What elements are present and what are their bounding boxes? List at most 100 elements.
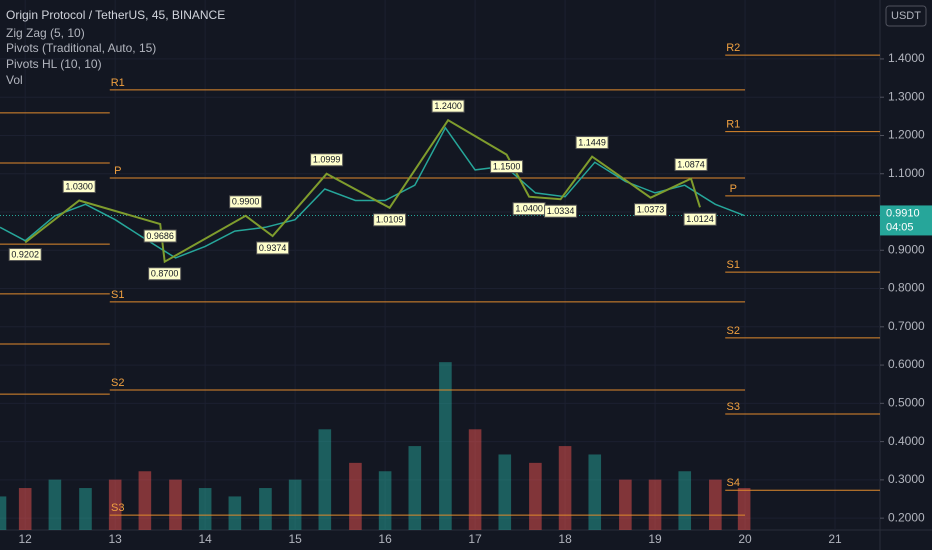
x-tick-label: 12 [19,532,33,546]
price-layer [0,126,880,259]
volume-bar [349,462,362,530]
zigzag-label: 1.0109 [376,215,404,225]
x-tick-label: 21 [828,532,842,546]
zigzag-label: 0.9686 [146,231,174,241]
volume-bar [558,446,572,530]
zigzag-label-box [544,204,578,218]
volume-bar [378,471,392,530]
zigzag-label: 0.9900 [232,197,260,207]
pivot-label: S1 [111,289,124,301]
y-tick-label: 1.3000 [888,89,925,103]
y-tick-label: 0.6000 [888,357,925,371]
volume-bar [498,454,512,530]
volume-bar [318,429,332,530]
pivot-label: R1 [111,77,125,89]
pivot-label: S3 [727,401,740,413]
volume-bar [408,446,422,530]
volume-bar [529,462,542,530]
volume-bar [259,488,272,530]
volume-bar [169,479,182,530]
volume-bar [198,488,212,530]
zigzag-label: 1.0874 [677,159,705,169]
pivot-label: S2 [111,377,124,389]
zigzag-label-box [62,180,96,194]
zigzag-label-box [229,195,263,209]
x-tick-label: 20 [738,532,752,546]
volume-bar [228,496,242,530]
y-tick-label: 0.8000 [888,281,925,295]
y-tick-label: 0.2000 [888,510,925,524]
volume-bar [709,479,722,530]
x-tick-label: 17 [468,532,482,546]
volume-bar [79,488,92,530]
zigzag-label: 1.1449 [578,137,606,147]
pivot-label: S1 [727,259,740,271]
zigzag-label-box [143,229,177,243]
pivot-label: P [730,183,737,195]
pivot-label: R1 [726,119,740,131]
zigzag-label-box [575,136,609,150]
volume-bar [678,471,692,530]
volume-bar [619,479,632,530]
zigzag-label: 1.1500 [493,161,521,171]
volume-bar [288,479,302,530]
last-price-box [880,205,932,236]
volume-bar [439,362,452,530]
zigzag-label-box [431,99,465,113]
indicator-name: Zig Zag (5, 10) [6,26,85,40]
last-price-label: 0.9910 [886,207,920,219]
zigzag-line [24,118,701,264]
zigzag-label-box [8,248,42,262]
zigzag-label: 1.0400 [515,204,543,214]
volume-bar [588,454,602,530]
y-tick-label: 0.3000 [888,472,925,486]
indicator-name: Vol [6,73,23,87]
zigzag-layer: 0.9202 1.0300 0.9686 0.8700 0.9900 0.9374 1.09… [8,99,717,281]
zigzag-label-box [373,213,407,227]
pivot-label: R2 [726,42,740,54]
y-tick-label: 0.9000 [888,242,925,256]
x-tick-label: 13 [108,532,122,546]
overlay-layer: Origin Protocol / TetherUS, 45, BINANCE … [6,5,932,546]
x-tick-label: 16 [378,532,392,546]
pivot-label: S4 [727,477,740,489]
volume-bar [48,479,62,530]
volume-bar [108,479,122,530]
volume-bar [648,479,662,530]
x-tick-label: 18 [558,532,572,546]
y-tick-label: 0.4000 [888,434,925,448]
volume-bar [468,429,482,530]
zigzag-label-box [256,241,290,255]
zigzag-label-box [674,158,708,172]
indicator-name: Pivots HL (10, 10) [6,57,102,71]
y-tick-label: 1.2000 [888,128,925,142]
pivot-layer: R1 P S1 S2 S3 R2 R1 P S1 S2 S3 S4 [0,42,880,516]
pivot-label: S3 [111,502,124,514]
zigzag-label: 1.0300 [65,181,93,191]
currency-box[interactable] [885,5,927,27]
pivot-label: S2 [727,325,740,337]
x-tick-label: 19 [648,532,662,546]
volume-bar [0,496,7,530]
x-tick-label: 15 [288,532,302,546]
zigzag-label-box [683,212,717,226]
volume-bar [737,488,751,530]
y-tick-label: 0.7000 [888,319,925,333]
zigzag-label-box [148,267,182,281]
zigzag-label: 1.0999 [313,155,341,165]
volume-bar [18,488,32,530]
zigzag-label-box [634,203,668,217]
grid-layer [0,0,884,530]
zigzag-label: 1.0124 [686,214,714,224]
price-line [0,126,745,259]
indicator-name: Pivots (Traditional, Auto, 15) [6,41,156,55]
y-tick-label: 1.4000 [888,51,925,65]
x-tick-label: 14 [198,532,212,546]
y-tick-label: 0.5000 [888,396,925,410]
volume-layer [0,362,751,530]
zigzag-label: 1.0334 [547,206,575,216]
currency[interactable]: USDT [891,10,921,22]
